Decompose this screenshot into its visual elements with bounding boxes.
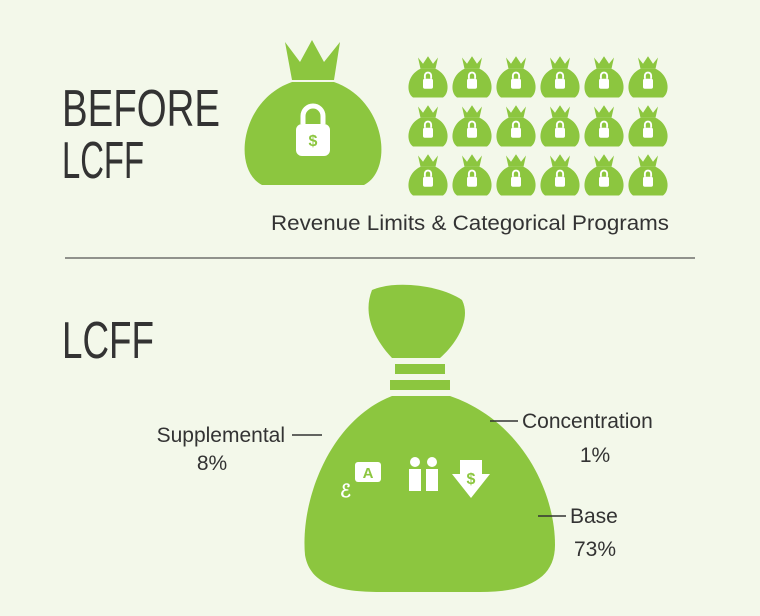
small-bag (627, 153, 669, 197)
small-bag (495, 153, 537, 197)
before-title: BEFORE (62, 80, 220, 138)
small-bag (407, 104, 449, 148)
small-bag (539, 55, 581, 99)
small-bag (539, 153, 581, 197)
small-bag (627, 104, 669, 148)
small-bag (495, 55, 537, 99)
caption: Revenue Limits & Categorical Programs (271, 212, 669, 235)
svg-text:$: $ (309, 133, 318, 150)
label-name: Concentration (522, 410, 653, 433)
lcff-bag: A ℰ $ (304, 284, 555, 592)
small-bag (627, 55, 669, 99)
small-bag (583, 104, 625, 148)
small-bags (407, 55, 669, 197)
svg-text:$: $ (467, 471, 476, 488)
label-value: 8% (197, 452, 227, 475)
lcff-title: LCFF (62, 312, 154, 370)
small-bag (539, 104, 581, 148)
label-value: 1% (580, 444, 610, 467)
label-value: 73% (574, 538, 616, 561)
svg-text:A: A (363, 465, 374, 482)
small-bag (583, 153, 625, 197)
small-bag (583, 55, 625, 99)
label-name: Base (570, 505, 618, 528)
small-bag (451, 153, 493, 197)
small-bag (407, 153, 449, 197)
big-money-bag: $ (244, 40, 382, 185)
label-name: Supplemental (157, 424, 285, 447)
svg-text:ℰ: ℰ (340, 481, 351, 501)
small-bag (451, 55, 493, 99)
small-bag (451, 104, 493, 148)
small-bag (495, 104, 537, 148)
before-title: LCFF (62, 132, 144, 190)
small-bag (407, 55, 449, 99)
